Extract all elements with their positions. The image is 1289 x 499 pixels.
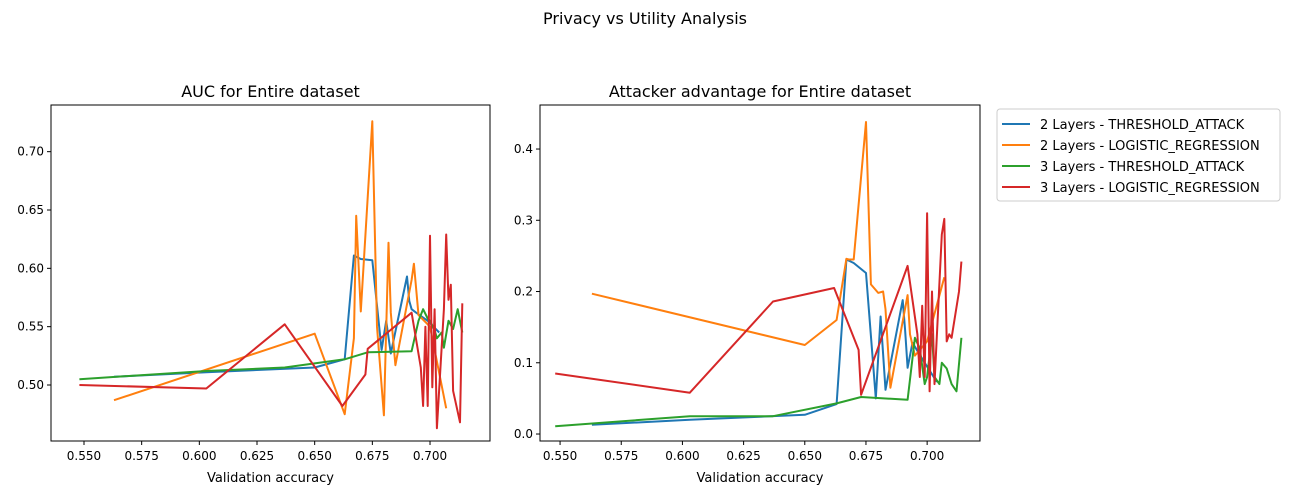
x-axis-label: Validation accuracy xyxy=(207,471,334,486)
x-tick-label: 0.675 xyxy=(849,449,883,463)
legend-label: 3 Layers - LOGISTIC_REGRESSION xyxy=(1040,181,1260,196)
y-tick-label: 0.60 xyxy=(17,261,44,275)
legend-label: 3 Layers - THRESHOLD_ATTACK xyxy=(1040,160,1245,175)
subplot-title: Attacker advantage for Entire dataset xyxy=(609,82,911,101)
series-line-2 xyxy=(591,121,946,389)
x-tick-label: 0.575 xyxy=(604,449,638,463)
x-tick-label: 0.625 xyxy=(240,449,274,463)
legend-label: 2 Layers - THRESHOLD_ATTACK xyxy=(1040,118,1245,133)
y-tick-label: 0.4 xyxy=(514,142,533,156)
y-tick-label: 0.65 xyxy=(17,203,44,217)
x-tick-label: 0.550 xyxy=(543,449,577,463)
subplot-title: AUC for Entire dataset xyxy=(181,82,360,101)
x-tick-label: 0.600 xyxy=(665,449,699,463)
series-line-2 xyxy=(113,120,448,417)
x-tick-label: 0.700 xyxy=(910,449,944,463)
x-tick-label: 0.550 xyxy=(67,449,101,463)
legend-label: 2 Layers - LOGISTIC_REGRESSION xyxy=(1040,139,1260,154)
x-tick-label: 0.675 xyxy=(355,449,389,463)
x-axis-label: Validation accuracy xyxy=(697,471,824,486)
legend: 2 Layers - THRESHOLD_ATTACK 2 Layers - LO… xyxy=(996,108,1281,202)
figure-title: Privacy vs Utility Analysis xyxy=(543,9,747,28)
axes-frame xyxy=(539,104,981,442)
y-tick-label: 0.50 xyxy=(17,378,44,392)
attacker-advantage-subplot: Attacker advantage for Entire dataset 0.5… xyxy=(514,82,981,486)
x-tick-label: 0.650 xyxy=(788,449,822,463)
y-tick-label: 0.0 xyxy=(514,427,533,441)
series-line-1 xyxy=(591,258,938,426)
x-tick-label: 0.650 xyxy=(297,449,331,463)
x-tick-label: 0.575 xyxy=(124,449,158,463)
legend-box xyxy=(996,108,1281,202)
y-tick-label: 0.70 xyxy=(17,145,44,159)
x-tick-label: 0.700 xyxy=(413,449,447,463)
auc-subplot: AUC for Entire dataset 0.550 0.575 0.600 0.6… xyxy=(17,82,491,486)
y-tick-label: 0.2 xyxy=(514,285,533,299)
x-tick-label: 0.600 xyxy=(182,449,216,463)
x-tick-label: 0.625 xyxy=(726,449,760,463)
y-tick-label: 0.3 xyxy=(514,213,533,227)
series-line-4 xyxy=(79,233,464,430)
y-tick-label: 0.55 xyxy=(17,320,44,334)
series-line-3 xyxy=(555,333,963,428)
y-tick-label: 0.1 xyxy=(514,356,533,370)
series-line-4 xyxy=(555,212,963,396)
axes-frame xyxy=(50,104,491,442)
